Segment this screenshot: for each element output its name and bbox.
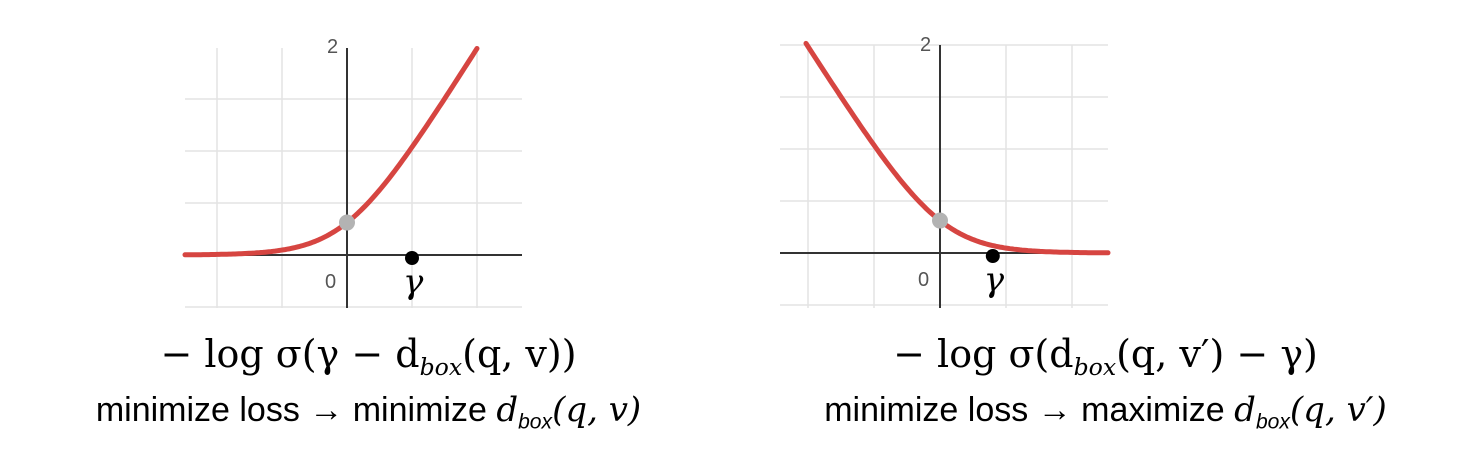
x-tick-label: 0 [325,271,336,293]
y-tick-label: 2 [920,34,931,56]
loss-chart-right: 0 2 γ [780,34,1111,308]
formula-left: − log σ(γ − dbox(q, v)) [160,332,577,382]
x-tick-label: 0 [918,269,929,291]
gamma-label: γ [403,262,424,302]
loss-chart-left: 0 2 γ [182,36,522,308]
loss-panel-left: 0 2 γ − log σ(γ − dbox(q, v)) minimize los… [95,36,642,434]
loss-curve [803,40,1111,256]
curve-point-at-zero [932,212,948,229]
loss-panel-right: 0 2 γ − log σ(dbox(q, v′) − γ) minimize lo… [737,0,1474,450]
loss-curve [182,46,480,258]
formula-right: − log σ(dbox(q, v′) − γ) [893,332,1318,382]
curve-point-at-zero [339,214,355,231]
gamma-point [985,249,1000,263]
gamma-label: γ [984,260,1005,300]
caption-left: minimize loss → minimize dbox(q, v) [95,390,642,434]
caption-right: minimize loss → maximize dbox(q, v′) [824,390,1387,434]
y-tick-label: 2 [327,36,338,58]
gamma-point [405,251,419,265]
